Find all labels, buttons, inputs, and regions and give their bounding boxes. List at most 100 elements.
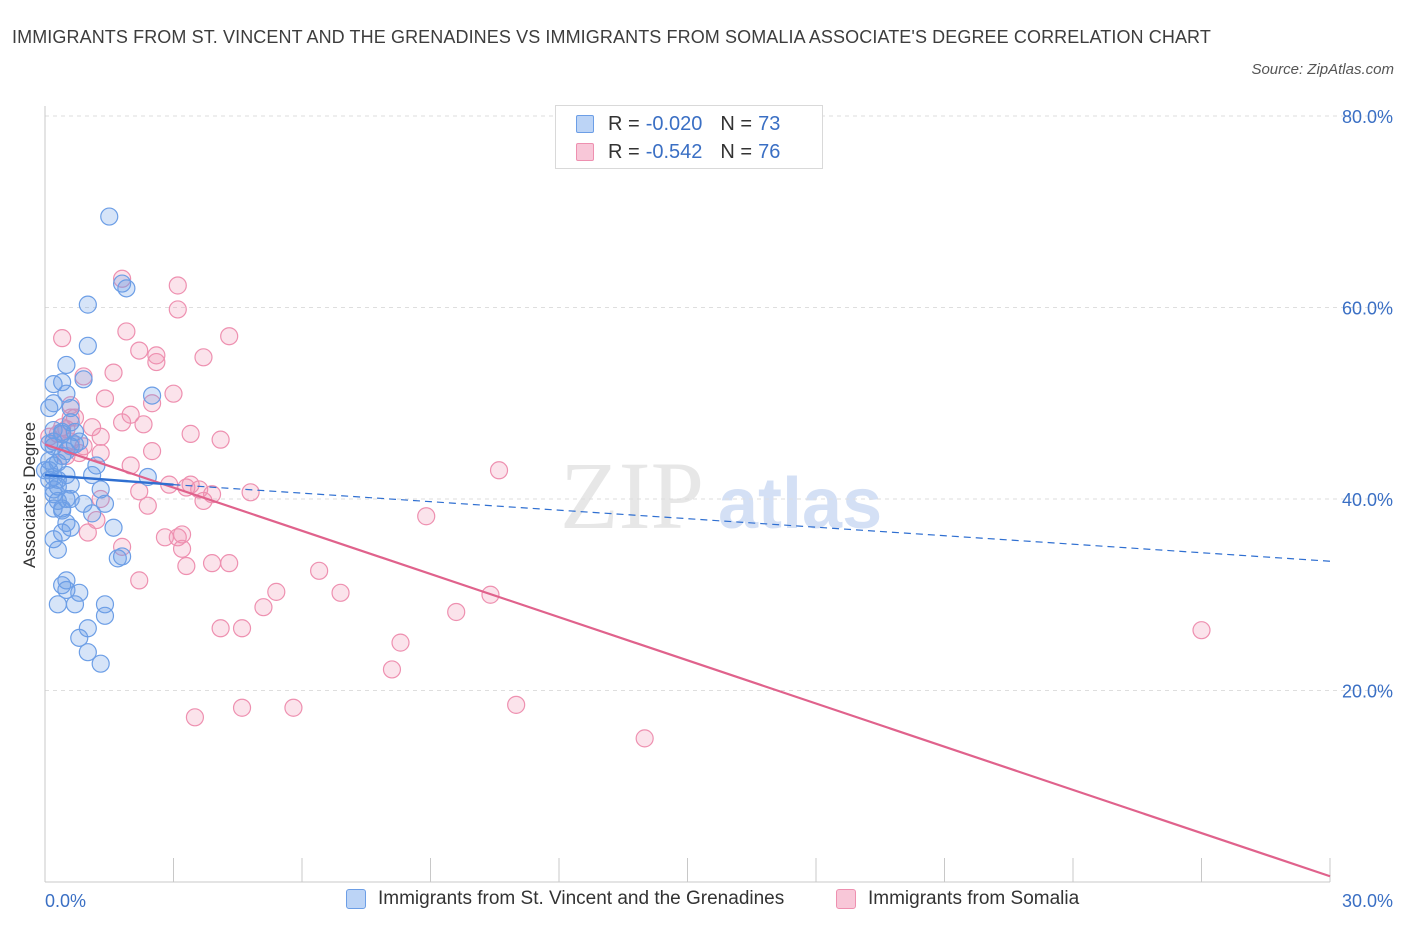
stvincent-point: [57, 384, 76, 403]
legend-stvincent-label: Immigrants from St. Vincent and the Gren…: [378, 888, 785, 909]
somalia-point: [112, 413, 132, 432]
somalia-point: [194, 348, 213, 367]
stvincent-point: [83, 504, 102, 523]
stvincent-point: [91, 654, 110, 673]
somalia-point: [181, 424, 200, 443]
somalia-point: [232, 698, 252, 717]
somalia-point: [147, 352, 166, 372]
stvincent-point: [100, 207, 119, 226]
x-tick-label-max: 30.0%: [1342, 891, 1393, 911]
somalia-point: [53, 329, 72, 348]
somalia-point: [130, 571, 149, 590]
somalia-point: [232, 619, 252, 638]
somalia-n-value: 76: [758, 140, 781, 163]
stvincent-point: [78, 643, 97, 662]
somalia-point: [91, 427, 110, 446]
stvincent-point: [91, 480, 110, 499]
stats-row-somalia: R = -0.542 N = 76: [576, 140, 780, 164]
stvincent-point: [53, 373, 72, 392]
stvincent-point: [44, 420, 63, 440]
stvincent-point: [57, 355, 76, 375]
stvincent-r-label: R =: [608, 112, 640, 135]
somalia-point: [507, 695, 526, 714]
stvincent-point: [61, 518, 80, 537]
legend-stvincent-swatch: [346, 889, 366, 909]
somalia-point: [168, 276, 187, 295]
stvincent-point: [108, 549, 127, 568]
stvincent-point: [65, 595, 85, 614]
chart-title: IMMIGRANTS FROM ST. VINCENT AND THE GREN…: [12, 27, 1211, 47]
legend-item-stvincent: Immigrants from St. Vincent and the Gren…: [346, 888, 784, 910]
legend-item-somalia: Immigrants from Somalia: [836, 888, 1079, 910]
somalia-point: [112, 269, 132, 288]
somalia-point: [78, 523, 97, 542]
somalia-point: [147, 346, 166, 365]
somalia-point: [138, 496, 157, 515]
somalia-point: [172, 539, 192, 558]
somalia-point: [489, 461, 509, 480]
y-tick-label: 20.0%: [1342, 682, 1393, 702]
somalia-point: [142, 394, 162, 413]
somalia-point: [211, 619, 230, 638]
series-legend: Immigrants from St. Vincent and the Gren…: [0, 888, 1406, 916]
somalia-r-label: R =: [608, 140, 640, 163]
legend-somalia-swatch: [836, 889, 856, 909]
y-tick-label: 80.0%: [1342, 107, 1393, 127]
stvincent-trend-dashed: [173, 484, 1331, 562]
somalia-point: [284, 698, 303, 717]
somalia-swatch: [576, 143, 594, 161]
stvincent-point: [65, 435, 85, 454]
somalia-r-value: -0.542: [645, 140, 703, 163]
source-label: Source: ZipAtlas.com: [1251, 61, 1394, 78]
somalia-point: [177, 556, 196, 576]
stvincent-point: [104, 518, 123, 537]
somalia-point: [267, 582, 286, 601]
stvincent-n-value: 73: [758, 112, 781, 135]
somalia-point: [447, 602, 466, 622]
legend-somalia-label: Immigrants from Somalia: [868, 888, 1080, 909]
stvincent-point: [48, 477, 67, 496]
somalia-point: [220, 554, 239, 573]
somalia-point: [104, 363, 123, 382]
stvincent-point: [40, 398, 59, 418]
somalia-point: [117, 322, 136, 341]
stats-row-stvincent: R = -0.020 N = 73: [576, 112, 780, 136]
watermark-zip: ZIP: [560, 442, 704, 549]
somalia-point: [220, 327, 239, 346]
somalia-point: [635, 729, 654, 748]
somalia-trend-line: [44, 443, 1331, 878]
y-axis-label: Associate's Degree: [20, 422, 39, 568]
somalia-point: [168, 300, 187, 319]
stvincent-trend-line: [44, 473, 174, 486]
stvincent-point: [48, 453, 67, 472]
stvincent-point: [70, 583, 89, 602]
somalia-n-label: N =: [720, 140, 753, 163]
y-tick-label: 60.0%: [1342, 299, 1393, 319]
stvincent-point: [44, 530, 63, 549]
stvincent-point: [70, 628, 89, 647]
somalia-point: [185, 708, 205, 727]
stvincent-point: [61, 398, 80, 418]
watermark-atlas: atlas: [718, 464, 882, 544]
stats-legend: R = -0.020 N = 73 R = -0.542 N = 76: [555, 105, 823, 169]
stvincent-point: [48, 595, 67, 614]
stvincent-point: [95, 606, 115, 625]
somalia-point: [155, 528, 175, 547]
y-tick-label: 40.0%: [1342, 490, 1393, 510]
somalia-point: [331, 583, 350, 602]
stvincent-point: [74, 370, 93, 389]
somalia-point: [95, 389, 115, 408]
somalia-point: [112, 537, 132, 556]
somalia-point: [211, 430, 230, 449]
somalia-point: [310, 561, 329, 580]
somalia-point: [142, 442, 162, 461]
somalia-point: [130, 341, 149, 360]
stvincent-point: [78, 336, 97, 355]
stvincent-point: [53, 501, 72, 520]
somalia-point: [134, 415, 153, 434]
stvincent-point: [78, 295, 97, 314]
stvincent-point: [142, 386, 162, 405]
stvincent-point: [48, 540, 67, 559]
stvincent-n-label: N =: [720, 112, 753, 135]
